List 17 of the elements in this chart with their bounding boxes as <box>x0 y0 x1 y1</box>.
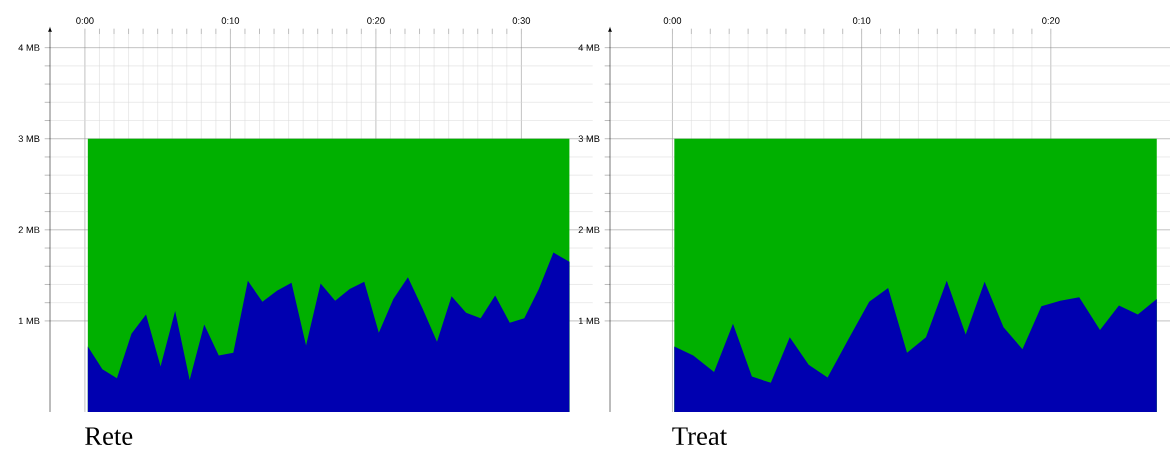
x-tick-label: 0:10 <box>221 17 240 24</box>
x-tick-label: 0:00 <box>663 17 682 24</box>
text: Rete <box>85 427 133 446</box>
x-tick-label: 0:10 <box>852 17 871 24</box>
x-tick-label: 0:30 <box>512 17 531 24</box>
x-tick-label: 0:00 <box>76 17 94 24</box>
y-tick-label: 1 MB <box>18 317 40 325</box>
y-tick-label: 4 MB <box>18 44 40 51</box>
y-tick-label: 3 MB <box>18 135 40 143</box>
y-tick-label: 1 MB <box>578 317 600 325</box>
x-tick-label: 0:20 <box>1042 17 1060 24</box>
text: Treat <box>672 427 727 446</box>
y-tick-label: 2 MB <box>578 226 600 234</box>
y-tick-label: 4 MB <box>578 44 600 51</box>
y-tick-label: 2 MB <box>18 226 40 234</box>
x-tick-label: 0:20 <box>367 17 385 24</box>
y-tick-label: 3 MB <box>578 135 600 143</box>
